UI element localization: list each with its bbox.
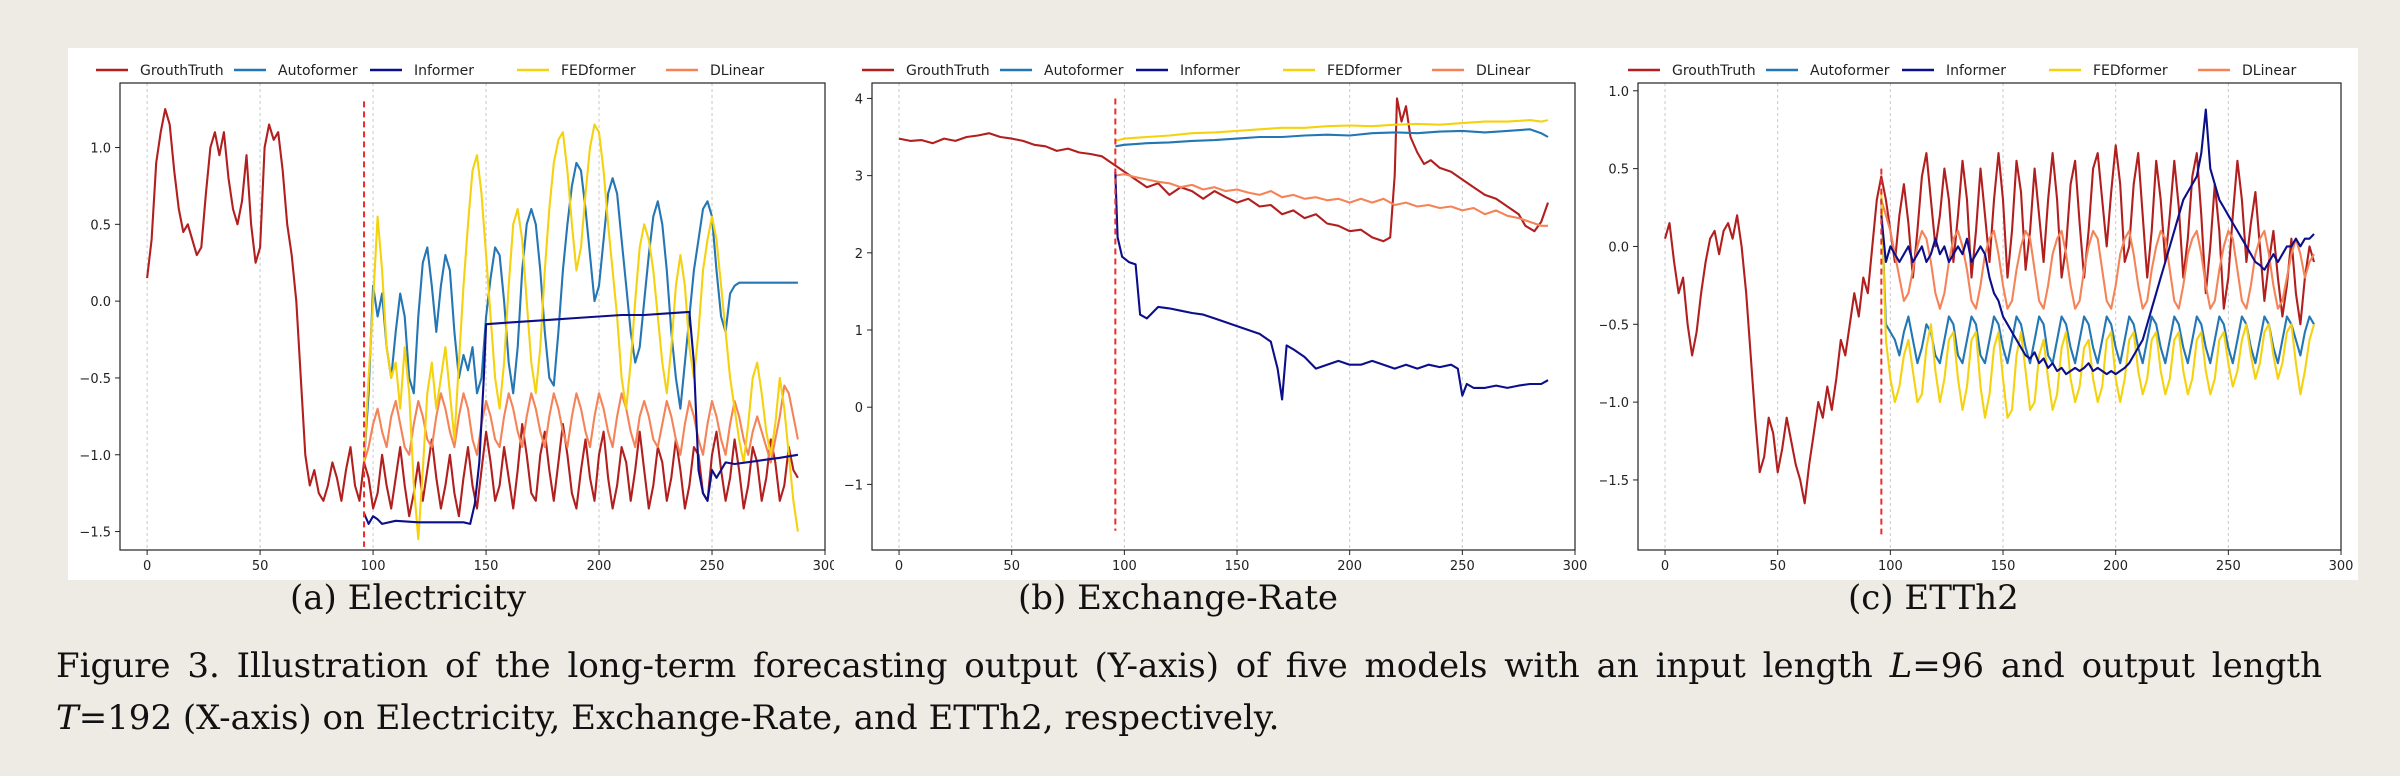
series-line-autoformer xyxy=(362,161,798,463)
legend-label-dlinear: DLinear xyxy=(1476,63,1531,79)
chart-electricity: 0 50 100 150 200 250 300 −1.5 −1.0 −0.5 0.0 0.5 1.0 G… xyxy=(79,63,834,574)
x-tick-label: 100 xyxy=(1878,559,1903,574)
x-tick-label: 0 xyxy=(143,559,151,574)
y-tick-label: −1.5 xyxy=(79,526,111,541)
y-tick-label: 0.0 xyxy=(1608,240,1629,255)
legend-label-dlinear: DLinear xyxy=(710,63,765,79)
subcaption-name: ETTh2 xyxy=(1904,578,2019,618)
series-line-grouthtruth xyxy=(1663,144,2316,505)
legend-label-grouthtruth: GrouthTruth xyxy=(1672,63,1756,79)
subcaption-etth2: (c) ETTh2 xyxy=(1848,578,2019,618)
x-tick-label: 250 xyxy=(2216,559,2241,574)
x-tick-label: 300 xyxy=(2329,559,2354,574)
caption-var-L: L xyxy=(1889,646,1913,686)
caption-var-T: T xyxy=(56,698,79,738)
plot-frame xyxy=(119,82,826,551)
x-tick-label: 150 xyxy=(1991,559,2016,574)
y-tick-label: −1.0 xyxy=(1600,396,1629,411)
legend-label-fedformer: FEDformer xyxy=(2093,63,2168,79)
series-line-dlinear xyxy=(1880,199,2315,310)
y-tick-label: 0.5 xyxy=(90,218,111,233)
legend-label-autoformer: Autoformer xyxy=(1810,63,1890,79)
y-tick-label: −1 xyxy=(844,478,863,493)
subcaption-name: Exchange-Rate xyxy=(1077,578,1339,618)
x-tick-label: 100 xyxy=(1112,559,1137,574)
legend-label-grouthtruth: GrouthTruth xyxy=(906,63,990,79)
chart-exchange-rate: 0 50 100 150 200 250 300 −1 0 1 2 3 4 GrouthTruth Auto… xyxy=(844,63,1588,574)
y-tick-label: 3 xyxy=(855,170,863,185)
x-tick-label: 50 xyxy=(1769,559,1786,574)
figure-caption: Figure 3. Illustration of the long-term … xyxy=(56,640,2322,744)
y-tick-label: −0.5 xyxy=(79,372,111,387)
legend-label-informer: Informer xyxy=(1180,63,1240,79)
chart-etth2: 0 50 100 150 200 250 300 −1.5 −1.0 −0.5 0.0 0.5 1.0 G… xyxy=(1600,63,2354,574)
caption-L-value: =96 and output length xyxy=(1912,646,2322,686)
subcaption-label: (c) xyxy=(1848,578,1894,618)
x-tick-label: 50 xyxy=(252,559,269,574)
plot-frame xyxy=(1637,82,2342,551)
legend-label-autoformer: Autoformer xyxy=(1044,63,1124,79)
y-tick-label: −1.5 xyxy=(1600,474,1629,489)
subcaption-electricity: (a) Electricity xyxy=(290,578,526,618)
x-tick-label: 300 xyxy=(813,559,834,574)
caption-prefix: Figure 3. Illustration of the long-term … xyxy=(56,646,1890,686)
figure-panels-background xyxy=(68,48,2358,580)
legend-label-informer: Informer xyxy=(1946,63,2006,79)
y-tick-label: 2 xyxy=(855,247,863,262)
y-tick-label: 1 xyxy=(855,324,863,339)
caption-T-value: =192 (X-axis) on Electricity, Exchange-R… xyxy=(78,698,1280,738)
x-tick-label: 100 xyxy=(361,559,386,574)
series-line-informer xyxy=(1880,108,2315,376)
series-line-autoformer xyxy=(1880,199,2315,365)
subcaption-label: (a) xyxy=(290,578,337,618)
legend-label-informer: Informer xyxy=(414,63,474,79)
series-line-dlinear xyxy=(362,384,799,464)
legend-label-dlinear: DLinear xyxy=(2242,63,2297,79)
x-tick-label: 0 xyxy=(895,559,903,574)
x-tick-label: 200 xyxy=(587,559,612,574)
x-tick-label: 150 xyxy=(474,559,499,574)
x-tick-label: 250 xyxy=(1450,559,1475,574)
x-tick-label: 300 xyxy=(1563,559,1588,574)
subcaption-name: Electricity xyxy=(347,578,527,618)
legend-label-autoformer: Autoformer xyxy=(278,63,358,79)
y-tick-label: 0.0 xyxy=(90,295,111,310)
y-tick-label: 4 xyxy=(855,92,863,107)
x-tick-label: 0 xyxy=(1661,559,1669,574)
x-tick-label: 50 xyxy=(1003,559,1020,574)
series-line-fedformer xyxy=(1880,191,2316,419)
series-line-grouthtruth xyxy=(898,97,1549,243)
y-tick-label: −1.0 xyxy=(79,449,111,464)
y-tick-label: 1.0 xyxy=(90,142,111,157)
subcaption-label: (b) xyxy=(1018,578,1067,618)
y-tick-label: 0.5 xyxy=(1608,163,1629,178)
legend-label-grouthtruth: GrouthTruth xyxy=(140,63,224,79)
series-line-informer xyxy=(1114,171,1549,401)
y-tick-label: 0 xyxy=(855,401,863,416)
series-line-grouthtruth xyxy=(146,108,799,518)
legend-label-fedformer: FEDformer xyxy=(1327,63,1402,79)
series-line-fedformer xyxy=(1115,119,1549,142)
plot-frame xyxy=(871,82,1576,551)
series-line-dlinear xyxy=(1115,173,1548,227)
legend-label-fedformer: FEDformer xyxy=(561,63,636,79)
subcaption-exchange-rate: (b) Exchange-Rate xyxy=(1018,578,1338,618)
series-line-fedformer xyxy=(362,123,799,541)
x-tick-label: 150 xyxy=(1225,559,1250,574)
x-tick-label: 200 xyxy=(2103,559,2128,574)
x-tick-label: 200 xyxy=(1337,559,1362,574)
series-line-autoformer xyxy=(1115,128,1549,148)
y-tick-label: −0.5 xyxy=(1600,318,1629,333)
y-tick-label: 1.0 xyxy=(1608,85,1629,100)
series-line-informer xyxy=(363,310,799,525)
x-tick-label: 250 xyxy=(700,559,725,574)
